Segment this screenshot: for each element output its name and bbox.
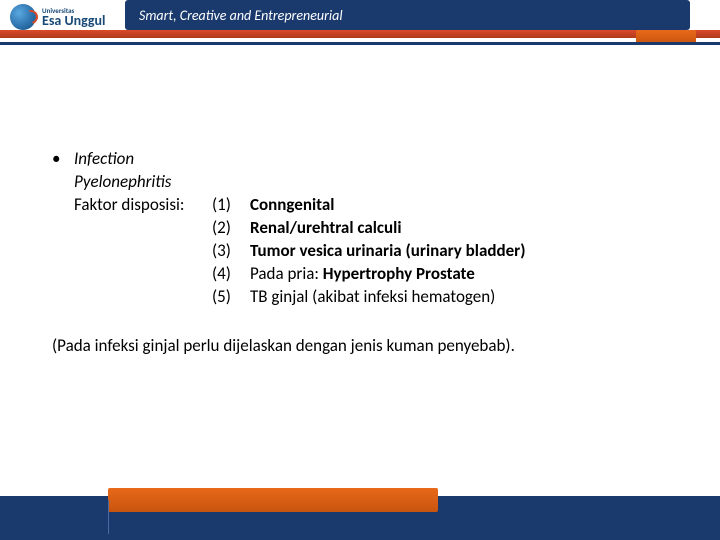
item-desc-2: Renal/urehtral calculi xyxy=(250,217,680,240)
red-accent-bar xyxy=(0,30,720,38)
factor-row-3: (3) Tumor vesica urinaria (urinary bladd… xyxy=(74,240,680,263)
text-infection: Infection xyxy=(74,148,134,171)
factor-row-1: Faktor disposisi: (1) Conngenital xyxy=(74,194,680,217)
item-num-2: (2) xyxy=(212,217,250,240)
factor-row-5: (5) TB ginjal (akibat infeksi hematogen) xyxy=(74,286,680,309)
footer-orange-box xyxy=(108,488,438,512)
factor-list: Faktor disposisi: (1) Conngenital (2) Re… xyxy=(74,194,680,309)
factor-label: Faktor disposisi: xyxy=(74,194,212,217)
tagline-bar: Smart, Creative and Entrepreneurial xyxy=(125,0,690,30)
blue-underline xyxy=(0,42,720,45)
item-num-3: (3) xyxy=(212,240,250,263)
item-desc-4: Pada pria: Hypertrophy Prostate xyxy=(250,263,680,286)
slide-footer xyxy=(0,484,720,540)
bullet-line-1: • Infection xyxy=(52,148,680,171)
logo-main-text: Esa Unggul xyxy=(42,14,106,28)
bullet-mark: • xyxy=(52,148,74,171)
item-num-1: (1) xyxy=(212,194,250,217)
slide-content: • Infection Pyelonephritis Faktor dispos… xyxy=(52,148,680,358)
tagline-text: Smart, Creative and Entrepreneurial xyxy=(139,7,343,24)
factor-row-4: (4) Pada pria: Hypertrophy Prostate xyxy=(74,263,680,286)
footer-note: (Pada infeksi ginjal perlu dijelaskan de… xyxy=(52,335,680,358)
text-pyelonephritis: Pyelonephritis xyxy=(74,171,680,194)
item-desc-3a: Tumor xyxy=(250,240,300,261)
slide-header: Universitas Esa Unggul Smart, Creative a… xyxy=(0,0,720,50)
item-num-4: (4) xyxy=(212,263,250,286)
item-desc-3b: vesica urinaria (urinary bladder) xyxy=(300,240,526,261)
item-desc-1: Conngenital xyxy=(250,194,680,217)
item-desc-5: TB ginjal (akibat infeksi hematogen) xyxy=(250,286,680,309)
footer-divider xyxy=(108,500,109,534)
logo-text: Universitas Esa Unggul xyxy=(42,7,106,28)
logo-area: Universitas Esa Unggul xyxy=(10,4,106,30)
item-num-5: (5) xyxy=(212,286,250,309)
logo-icon xyxy=(10,4,36,30)
factor-row-2: (2) Renal/urehtral calculi xyxy=(74,217,680,240)
